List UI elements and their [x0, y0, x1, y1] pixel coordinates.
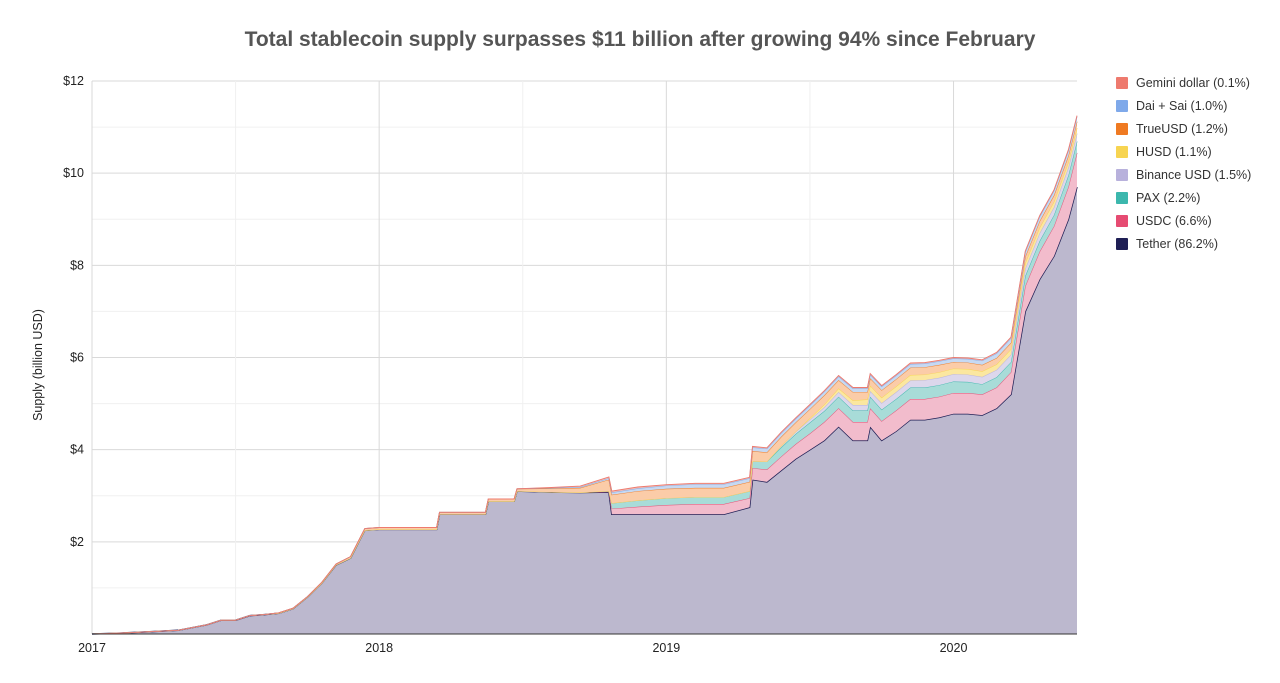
- area-series-group: [91, 115, 1078, 635]
- grid: [91, 80, 1077, 634]
- legend: Gemini dollar (0.1%) Dai + Sai (1.0%) True…: [1116, 71, 1251, 255]
- legend-swatch: [1116, 237, 1128, 250]
- legend-label: USDC (6.6%): [1136, 213, 1212, 228]
- axes: $2 $4 $6 $8 $10 $12 2017 2018 2019 2020: [63, 74, 1077, 655]
- y-tick-label: $4: [70, 443, 84, 457]
- legend-swatch: [1116, 99, 1128, 112]
- y-tick-label: $6: [70, 351, 84, 365]
- area-tether: [92, 187, 1077, 634]
- legend-item: Dai + Sai (1.0%): [1116, 94, 1251, 117]
- legend-label: PAX (2.2%): [1136, 190, 1201, 205]
- legend-label: Tether (86.2%): [1136, 236, 1218, 251]
- x-tick-label: 2020: [940, 641, 968, 655]
- y-tick-label: $12: [63, 74, 84, 88]
- legend-swatch: [1116, 76, 1128, 89]
- legend-label: Binance USD (1.5%): [1136, 167, 1252, 182]
- legend-label: Gemini dollar (0.1%): [1136, 75, 1250, 90]
- legend-label: Dai + Sai (1.0%): [1136, 98, 1228, 113]
- y-tick-label: $10: [63, 166, 84, 180]
- legend-item: TrueUSD (1.2%): [1116, 117, 1251, 140]
- legend-swatch: [1116, 168, 1128, 181]
- legend-swatch: [1116, 122, 1128, 135]
- y-tick-label: $2: [70, 535, 84, 549]
- legend-item: Binance USD (1.5%): [1116, 163, 1251, 186]
- series-line-gemini: [91, 115, 1078, 635]
- legend-swatch: [1116, 191, 1128, 204]
- legend-swatch: [1116, 214, 1128, 227]
- x-tick-label: 2018: [365, 641, 393, 655]
- legend-item: Tether (86.2%): [1116, 232, 1251, 255]
- legend-item: Gemini dollar (0.1%): [1116, 71, 1251, 94]
- chart-title: Total stablecoin supply surpasses $11 bi…: [244, 28, 1036, 51]
- y-tick-label: $8: [70, 258, 84, 272]
- legend-swatch: [1116, 145, 1128, 158]
- legend-item: PAX (2.2%): [1116, 186, 1251, 209]
- legend-item: HUSD (1.1%): [1116, 140, 1251, 163]
- legend-item: USDC (6.6%): [1116, 209, 1251, 232]
- x-tick-label: 2019: [652, 641, 680, 655]
- x-tick-label: 2017: [78, 641, 106, 655]
- legend-label: TrueUSD (1.2%): [1136, 121, 1228, 136]
- legend-label: HUSD (1.1%): [1136, 144, 1212, 159]
